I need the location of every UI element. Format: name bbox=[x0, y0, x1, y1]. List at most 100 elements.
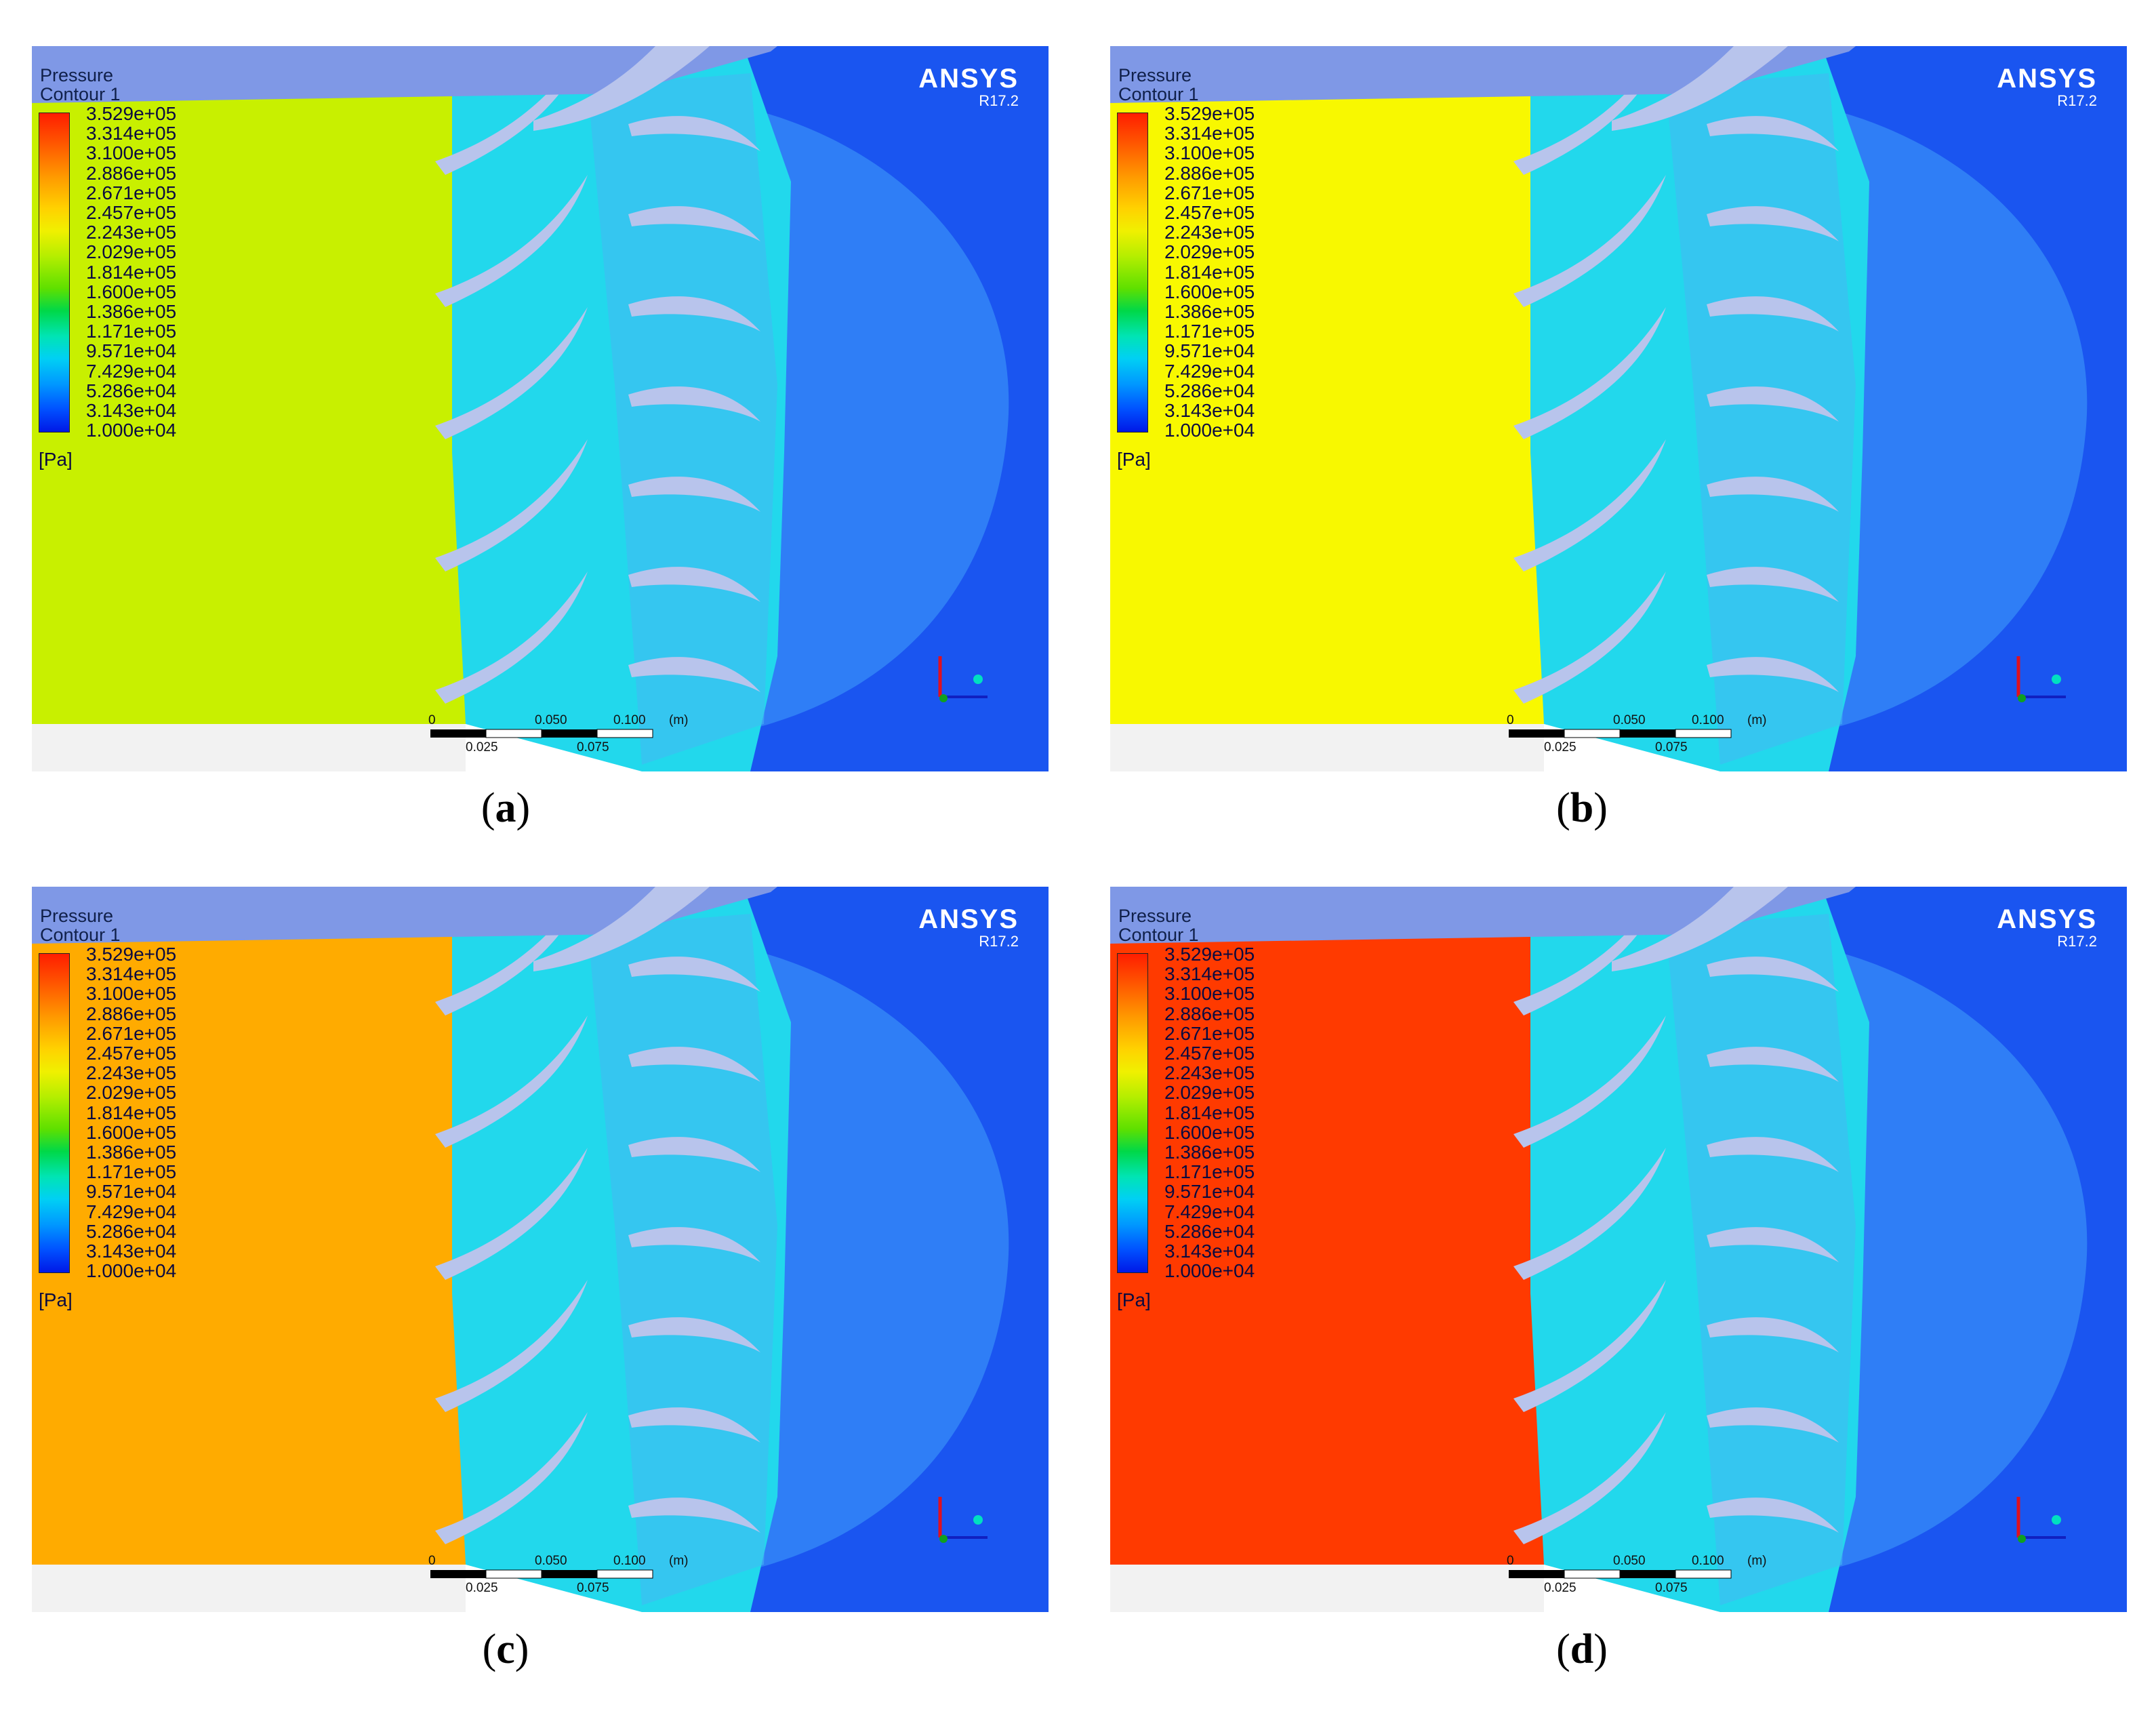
colorbar-tick-label: 1.600e+05 bbox=[86, 281, 177, 302]
colorbar-tick-label: 1.000e+04 bbox=[86, 1260, 177, 1282]
panel-caption-letter: b bbox=[1570, 785, 1594, 831]
colorbar-tick-label: 3.143e+04 bbox=[1164, 1241, 1255, 1262]
legend-subtitle: Contour 1 bbox=[40, 925, 121, 945]
rotor-blade bbox=[1707, 1317, 1839, 1352]
rotor-blade bbox=[628, 1497, 760, 1533]
rotor-blade bbox=[628, 657, 760, 692]
contour-plot: Pressure Contour 1 ANSYS R17.2 3.529e+05 3.31… bbox=[1110, 887, 2127, 1612]
stator-blade bbox=[435, 887, 587, 1016]
version-label: R17.2 bbox=[2057, 92, 2097, 109]
rotor-blade bbox=[628, 1227, 760, 1262]
colorbar-tick-label: 2.886e+05 bbox=[86, 1003, 177, 1024]
colorbar bbox=[1117, 953, 1148, 1273]
colorbar-tick-label: 9.571e+04 bbox=[1164, 340, 1255, 362]
scale-label: 0.100 bbox=[1692, 1554, 1724, 1568]
colorbar-tick-label: 3.143e+04 bbox=[86, 1241, 177, 1262]
stator-blade bbox=[435, 1148, 588, 1280]
colorbar-tick-label: 3.100e+05 bbox=[86, 983, 177, 1005]
scale-bar bbox=[1509, 1569, 1732, 1579]
rotor-blade bbox=[1707, 1227, 1839, 1262]
colorbar bbox=[39, 953, 70, 1273]
colorbar-tick-label: 2.029e+05 bbox=[86, 241, 177, 263]
colorbar-tick-label: 1.814e+05 bbox=[1164, 261, 1255, 283]
colorbar-tick-label: 1.814e+05 bbox=[86, 1102, 177, 1123]
rotor-blade bbox=[1707, 477, 1839, 512]
scale-label: 0.100 bbox=[1692, 713, 1724, 727]
colorbar-tick-label: 2.243e+05 bbox=[1164, 1062, 1255, 1084]
colorbar-tick-label: 2.886e+05 bbox=[1164, 162, 1255, 184]
stator-blade bbox=[435, 1016, 588, 1148]
panel-caption: (a) bbox=[481, 785, 531, 831]
stator-blade bbox=[435, 46, 587, 175]
legend-title: Pressure bbox=[1118, 906, 1192, 926]
colorbar-tick-label: 7.429e+04 bbox=[86, 1201, 177, 1222]
stator-blade bbox=[435, 175, 588, 307]
colorbar-tick-label: 2.243e+05 bbox=[86, 1062, 177, 1084]
rotor-blade bbox=[628, 116, 760, 151]
unit-label: [Pa] bbox=[1117, 1289, 1151, 1310]
colorbar-tick-label: 2.886e+05 bbox=[1164, 1003, 1255, 1024]
stator-blade bbox=[1513, 307, 1666, 439]
rotor-blade bbox=[628, 957, 760, 992]
scale-label: 0.025 bbox=[1544, 740, 1577, 755]
stator-blade bbox=[1513, 571, 1666, 704]
scale-bar bbox=[430, 729, 653, 738]
colorbar-tick-label: 1.000e+04 bbox=[1164, 420, 1255, 441]
pressure-field bbox=[32, 887, 1049, 1612]
colorbar-tick-label: 2.671e+05 bbox=[86, 182, 177, 203]
legend-subtitle: Contour 1 bbox=[1118, 925, 1199, 945]
scale-label: 0.075 bbox=[1655, 740, 1688, 755]
stator-blade bbox=[435, 571, 588, 704]
colorbar-tick-label: 1.171e+05 bbox=[1164, 321, 1255, 342]
colorbar-tick-label: 3.100e+05 bbox=[86, 142, 177, 164]
colorbar-tick-label: 2.886e+05 bbox=[86, 162, 177, 184]
scale-label: 0 bbox=[428, 1554, 436, 1568]
colorbar-tick-label: 3.314e+05 bbox=[1164, 123, 1255, 144]
colorbar bbox=[1117, 113, 1148, 433]
ansys-logo: ANSYS bbox=[1997, 64, 2097, 94]
version-label: R17.2 bbox=[979, 933, 1019, 950]
ansys-logo: ANSYS bbox=[918, 64, 1019, 94]
panel-caption-letter: d bbox=[1570, 1626, 1594, 1672]
scale-label: 0.050 bbox=[1613, 1554, 1646, 1568]
version-label: R17.2 bbox=[979, 92, 1019, 109]
legend-title: Pressure bbox=[1118, 65, 1192, 85]
stator-blade bbox=[1513, 439, 1666, 571]
stator-blade bbox=[435, 1412, 588, 1544]
colorbar-tick-label: 2.457e+05 bbox=[1164, 1043, 1255, 1064]
rotor-blade bbox=[628, 1047, 760, 1082]
rotor-blade bbox=[1707, 957, 1839, 992]
scale-label: 0.050 bbox=[535, 1554, 567, 1568]
colorbar-tick-label: 5.286e+04 bbox=[86, 1220, 177, 1242]
stator-blade bbox=[435, 1280, 588, 1412]
rotor-blade bbox=[628, 477, 760, 512]
scale-label: 0 bbox=[1507, 1554, 1514, 1568]
rotor-blade bbox=[628, 206, 760, 241]
stator-blade bbox=[435, 439, 588, 571]
scale-label: 0 bbox=[428, 713, 436, 727]
colorbar-tick-label: 1.386e+05 bbox=[86, 301, 177, 322]
scale-label: 0.025 bbox=[1544, 1581, 1577, 1595]
scale-label: (m) bbox=[669, 713, 689, 727]
scale-label: 0.100 bbox=[613, 1554, 646, 1568]
colorbar-tick-label: 3.100e+05 bbox=[1164, 142, 1255, 164]
scale-label: 0.050 bbox=[535, 713, 567, 727]
colorbar-tick-label: 3.143e+04 bbox=[86, 400, 177, 421]
pressure-field bbox=[32, 46, 1049, 771]
scale-label: 0.075 bbox=[577, 740, 609, 755]
stator-blade bbox=[1513, 175, 1666, 307]
colorbar-tick-label: 3.100e+05 bbox=[1164, 983, 1255, 1005]
colorbar-tick-label: 1.814e+05 bbox=[1164, 1102, 1255, 1123]
rotor-blade bbox=[1707, 296, 1839, 331]
colorbar-tick-label: 2.457e+05 bbox=[86, 1043, 177, 1064]
panel-caption: (b) bbox=[1556, 785, 1608, 831]
unit-label: [Pa] bbox=[39, 449, 73, 470]
colorbar-tick-label: 5.286e+04 bbox=[1164, 1220, 1255, 1242]
colorbar-tick-label: 1.171e+05 bbox=[86, 1161, 177, 1183]
contour-plot: Pressure Contour 1 ANSYS R17.2 3.529e+05 3.31… bbox=[1110, 46, 2127, 771]
colorbar-tick-label: 1.171e+05 bbox=[1164, 1161, 1255, 1183]
colorbar-tick-label: 2.029e+05 bbox=[86, 1082, 177, 1104]
scale-label: (m) bbox=[1747, 1554, 1767, 1568]
rotor-blade bbox=[628, 386, 760, 422]
scale-bar bbox=[1509, 729, 1732, 738]
